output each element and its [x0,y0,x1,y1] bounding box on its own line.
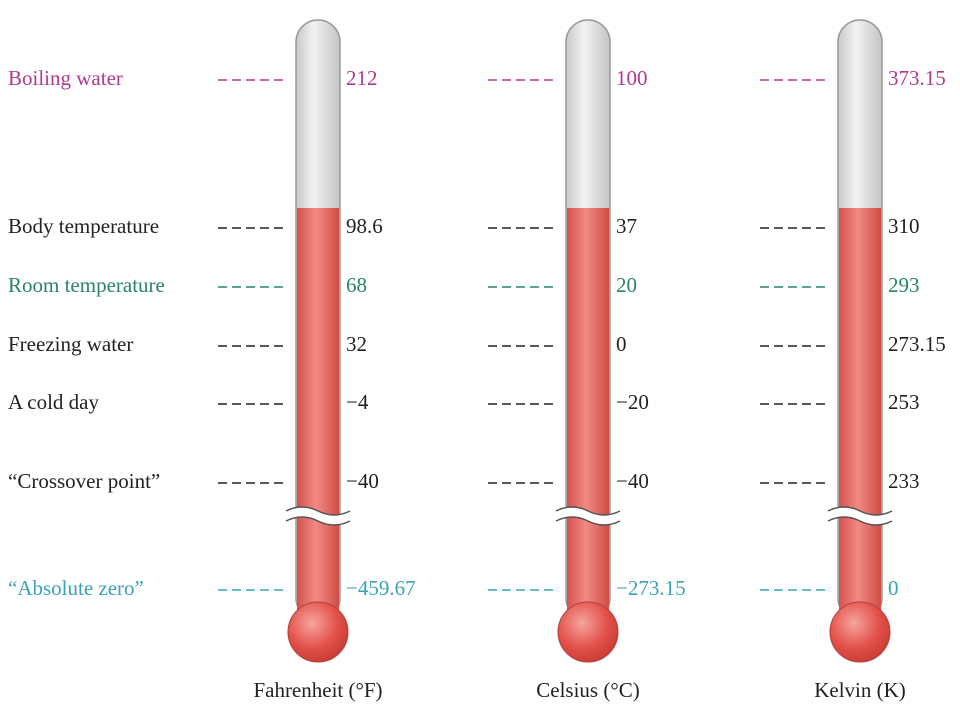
value: 32 [346,332,367,356]
value: 212 [346,66,378,90]
value: 37 [616,214,637,238]
value: 310 [888,214,920,238]
value: −20 [616,390,649,414]
break-gap [286,507,350,525]
mercury [297,208,339,618]
scale-name: Celsius (°C) [536,678,639,702]
thermometer: Kelvin (K) [814,19,906,702]
row-label: Body temperature [8,214,159,238]
value: 0 [616,332,627,356]
value: 100 [616,66,648,90]
value: 233 [888,469,920,493]
thermometer: Celsius (°C) [536,19,640,702]
bulb [557,601,619,663]
break-line [555,506,621,516]
value: 273.15 [888,332,946,356]
row: Room temperature 68 20 293 [8,273,920,297]
value: −459.67 [346,576,416,600]
break-line [827,516,893,526]
row: “Absolute zero” −459.67 −273.15 0 [8,576,899,600]
row-label: “Absolute zero” [8,576,144,600]
value: 293 [888,273,920,297]
mercury [839,208,881,618]
value: −40 [346,469,379,493]
bulb [287,601,349,663]
row-label: A cold day [8,390,99,414]
scale-name: Fahrenheit (°F) [253,678,382,702]
value: 68 [346,273,367,297]
value: 373.15 [888,66,946,90]
row: Boiling water 212 100 373.15 [8,66,946,90]
row-label: Freezing water [8,332,133,356]
break-gap [556,507,620,525]
row: Body temperature 98.6 37 310 [8,214,920,238]
row: A cold day −4 −20 253 [8,390,920,414]
row: “Crossover point” −40 −40 233 [8,469,920,493]
break-gap [828,507,892,525]
break-line [827,506,893,516]
bulb [829,601,891,663]
value: 253 [888,390,920,414]
row-label: Boiling water [8,66,123,90]
row-label: Room temperature [8,273,165,297]
value: 98.6 [346,214,383,238]
value: 20 [616,273,637,297]
value: 0 [888,576,899,600]
mercury [567,208,609,618]
row-label: “Crossover point” [8,469,160,493]
break-line [285,506,351,516]
value: −40 [616,469,649,493]
break-line [555,516,621,526]
row: Freezing water 32 0 273.15 [8,332,946,356]
scale-name: Kelvin (K) [814,678,906,702]
thermometer: Fahrenheit (°F) [253,19,383,702]
value: −4 [346,390,369,414]
break-line [285,516,351,526]
value: −273.15 [616,576,686,600]
